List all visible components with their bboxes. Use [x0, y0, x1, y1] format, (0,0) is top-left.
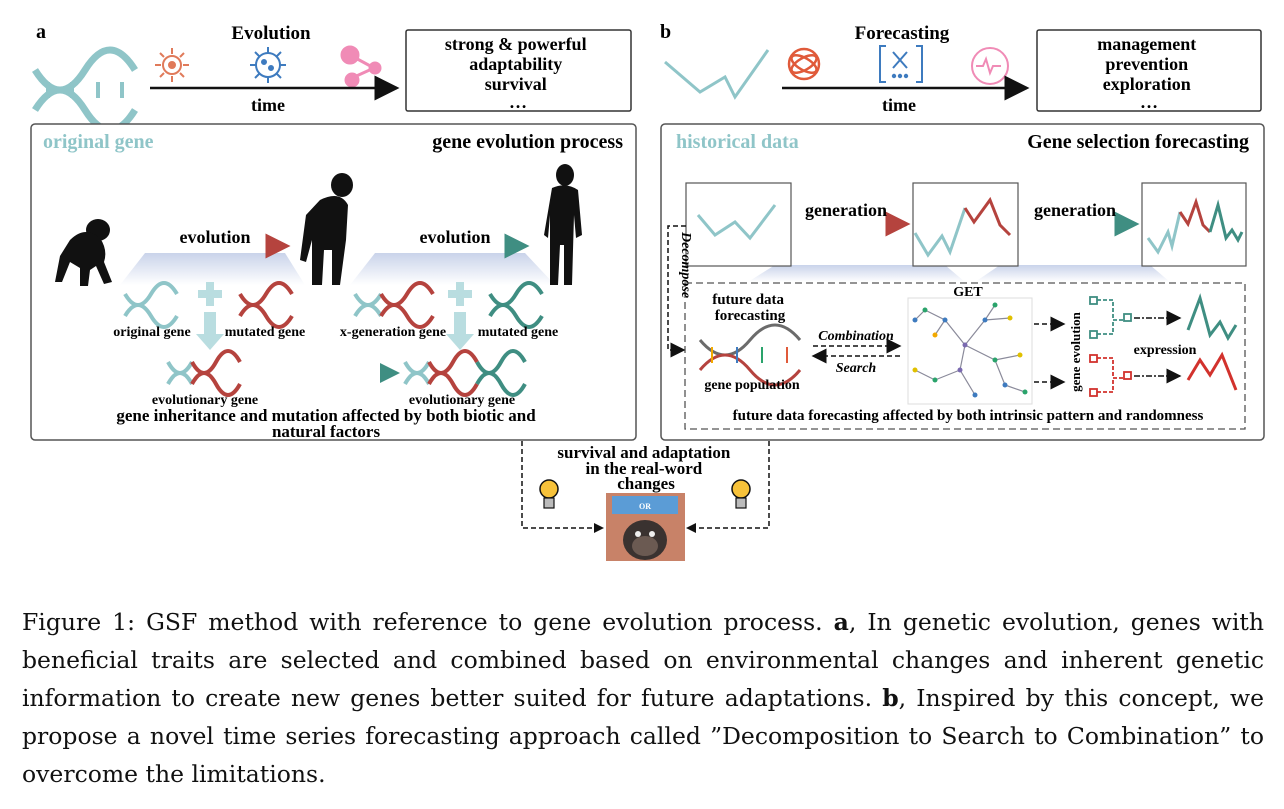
gene-population-dna-icon: [698, 323, 802, 387]
center-line-2: in the real-word: [585, 459, 702, 478]
historical-data-title: historical data: [676, 131, 799, 153]
mutated-gene-label-2: mutated gene: [478, 325, 559, 340]
evolutionary-gene-label-2: evolutionary gene: [409, 393, 515, 408]
dna-evolutionary-gene-2-icon: [403, 349, 527, 397]
dna-icon-large: [32, 46, 138, 134]
center-arrow-right-head: [686, 523, 696, 533]
lightbulb-icon-right: [731, 479, 751, 509]
panel-a-footer-1: gene inheritance and mutation affected b…: [116, 406, 536, 425]
sun-icon: [155, 48, 189, 82]
ape-silhouette-icon: [300, 173, 353, 285]
atom-icon: [787, 47, 821, 81]
forecasting-header-label: Forecasting: [855, 23, 950, 44]
red-expression-series: [1186, 351, 1238, 391]
historical-series-line: [696, 204, 777, 241]
outcome-b-3: exploration: [1103, 74, 1191, 94]
caption-part-1: Figure 1: GSF method with reference to g…: [22, 608, 834, 636]
future-data-forecasting-label: future data forecasting: [712, 292, 788, 324]
outcome-a-4: …: [509, 92, 527, 112]
outcome-box-a: [405, 29, 632, 112]
original-gene-title: original gene: [43, 131, 154, 153]
gene-population-label: gene population: [704, 378, 800, 393]
shade-trapezoid-1: [120, 253, 305, 285]
variable-x-icon: [879, 45, 923, 83]
outcome-b-1: management: [1097, 34, 1196, 54]
panel-a-footer-2: natural factors: [272, 422, 381, 441]
center-line-3: changes: [617, 474, 675, 493]
evolution-label-2: evolution: [419, 227, 490, 247]
generated-series-1-hist: [913, 207, 967, 258]
evolutionary-gene-label-1: evolutionary gene: [152, 393, 258, 408]
timeseries-icon-large: [664, 49, 770, 100]
outcome-box-b: [1036, 29, 1262, 112]
figure-diagram: a Evolution time strong & powerful adapt…: [30, 21, 1265, 561]
chimp-silhouette-icon: [55, 219, 112, 286]
human-silhouette-icon: [544, 164, 582, 285]
dna-mutated-gene-2-icon: [488, 281, 544, 329]
dna-mutated-gene-icon: [238, 281, 294, 329]
shade-trapezoid-2: [350, 253, 555, 285]
decompose-path: [667, 225, 686, 358]
outcome-list-b: management prevention exploration …: [1097, 34, 1200, 112]
panel-b-letter: b: [660, 21, 671, 43]
lightbulb-icon-left: [539, 479, 559, 509]
virus-icon: [250, 47, 286, 83]
time-axis-label-b: time: [882, 95, 916, 115]
decompose-label: Decompose: [678, 231, 693, 298]
forecast-process-box: [684, 282, 1246, 430]
figure-caption: Figure 1: GSF method with reference to g…: [22, 603, 1264, 793]
panel-b-footer: future data forecasting affected by both…: [733, 408, 1204, 424]
gene-selection-forecasting-title: Gene selection forecasting: [1027, 131, 1249, 153]
generation-label-1: generation: [805, 200, 887, 220]
shade-trapezoid-4: [975, 265, 1170, 282]
generated-series-2-forecast: [1208, 199, 1244, 244]
mutated-gene-label-1: mutated gene: [225, 325, 306, 340]
gene-evolution-label: gene evolution: [1068, 311, 1083, 392]
gene-evolution-process-title: gene evolution process: [432, 131, 623, 153]
search-label: Search: [836, 361, 877, 376]
screen-or-label: OR: [639, 502, 651, 511]
plus-icon-2: [446, 282, 474, 350]
historical-chart-box: [685, 182, 792, 267]
generation-label-2: generation: [1034, 200, 1116, 220]
center-line-1: survival and adaptation: [557, 443, 730, 462]
get-tree-nodes: [912, 302, 1028, 398]
center-dashed-frame: [521, 441, 770, 529]
caption-label-a: a: [833, 608, 849, 636]
outcome-b-2: prevention: [1105, 54, 1188, 74]
teal-gene-blocks-icon: [1089, 296, 1132, 339]
plus-icon-1: [196, 282, 224, 350]
center-arrow-left-head: [594, 523, 604, 533]
generated-series-2-mid: [1178, 197, 1212, 234]
outcome-a-1: strong & powerful: [445, 34, 587, 54]
original-gene-label: original gene: [113, 325, 190, 340]
evolution-header-label: Evolution: [231, 23, 311, 44]
dna-original-gene-icon: [123, 281, 179, 329]
caption-part-2: , In genetic evolution, genes with benef…: [22, 608, 1265, 712]
teal-expression-series: [1186, 293, 1238, 342]
xgeneration-gene-label: x-generation gene: [340, 325, 446, 340]
shade-trapezoid-3: [748, 265, 965, 282]
monitor-pulse-icon: [971, 47, 1009, 85]
caption-label-b: b: [882, 684, 899, 712]
evolution-label-1: evolution: [179, 227, 250, 247]
dna-evolutionary-gene-1-icon: [166, 349, 242, 397]
outcome-a-2: adaptability: [469, 54, 562, 74]
time-axis-label-a: time: [251, 95, 285, 115]
generated-series-2-hist: [1146, 211, 1182, 255]
outcome-a-3: survival: [485, 74, 547, 94]
outcome-list-a: strong & powerful adaptability survival …: [445, 34, 591, 112]
caption-part-3: , Inspired by this concept, we propose a…: [22, 684, 1265, 788]
outcome-b-4: …: [1140, 92, 1158, 112]
combination-label: Combination: [818, 329, 894, 344]
thinking-gorilla-image: OR: [606, 493, 685, 561]
panel-a-letter: a: [36, 21, 46, 43]
dna-xgeneration-gene-icon: [353, 281, 435, 329]
get-label: GET: [953, 285, 983, 300]
molecule-icon: [340, 45, 382, 88]
generated-series-1-forecast: [963, 196, 1012, 237]
expression-label: expression: [1134, 343, 1197, 358]
center-caption: survival and adaptation in the real-word…: [557, 443, 734, 493]
red-gene-blocks-icon: [1089, 354, 1132, 397]
